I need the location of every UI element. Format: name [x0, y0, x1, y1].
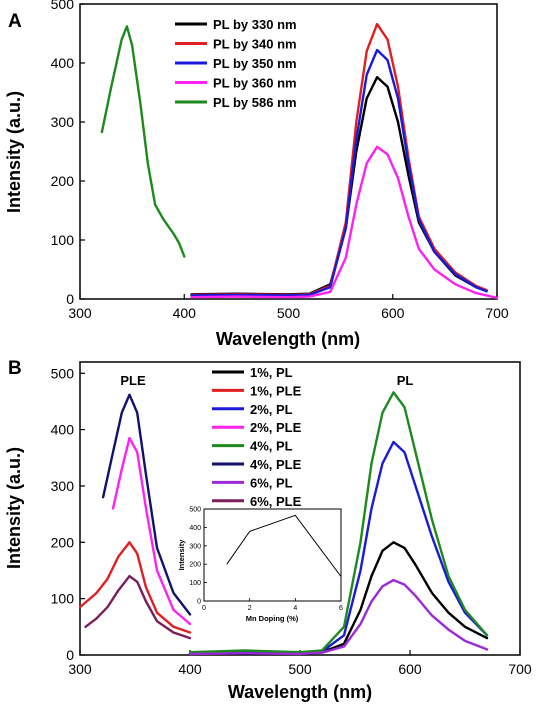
inset-y-tick-label: 400	[189, 525, 201, 532]
y-tick-label: 0	[66, 647, 74, 663]
inset-x-tick-label: 2	[248, 605, 252, 612]
inset-x-axis-title: Mn Doping (%)	[246, 614, 299, 623]
y-tick-label: 500	[51, 365, 75, 381]
inset-y-tick-label: 0	[197, 599, 201, 606]
inset-y-tick-label: 300	[189, 543, 201, 550]
series-line-2-ple	[111, 436, 192, 626]
panel-a-legend: PL by 330 nm PL by 340 nm PL by 350 nm PL b…	[175, 17, 297, 110]
legend-label-pl-by-350-nm: PL by 350 nm	[213, 56, 297, 71]
panel-a-lines	[100, 22, 499, 299]
x-tick-label: 500	[277, 305, 301, 321]
panel-b-x-axis-title: Wavelength (nm)	[228, 682, 372, 702]
legend-label-4-ple: 4%, PLE	[250, 457, 302, 472]
panel-b-annotation-pl: PL	[397, 373, 414, 388]
legend-label-pl-by-586-nm: PL by 586 nm	[213, 95, 297, 110]
inset-x-tick-label: 0	[202, 605, 206, 612]
inset-series-line	[226, 514, 342, 577]
inset-y-tick-label: 200	[189, 562, 201, 569]
series-line-pl-by-350-nm	[190, 48, 488, 297]
panel-b-legend: 1%, PL 1%, PLE 2%, PL 2%, PLE 4%, PL 4%, PLE 6…	[212, 365, 302, 509]
legend-label-2-pl: 2%, PL	[250, 402, 293, 417]
x-tick-label: 300	[68, 305, 92, 321]
x-tick-label: 700	[485, 305, 509, 321]
inset-x-tick-label: 4	[293, 605, 297, 612]
y-tick-label: 100	[51, 232, 75, 248]
legend-label-1-pl: 1%, PL	[250, 365, 293, 380]
legend-label-4-pl: 4%, PL	[250, 439, 293, 454]
panel-a-letter: A	[8, 11, 22, 32]
inset-ticks: 0 2 4 6 0 100 200 300 400 500	[189, 507, 343, 613]
y-tick-label: 100	[51, 591, 75, 607]
y-tick-label: 200	[51, 173, 75, 189]
series-line-6-ple	[84, 574, 192, 640]
y-tick-label: 200	[51, 534, 75, 550]
y-tick-label: 300	[51, 114, 75, 130]
legend-label-pl-by-340-nm: PL by 340 nm	[213, 37, 297, 52]
x-tick-label: 700	[508, 661, 532, 677]
panel-a-ticks: 300 400 500 600 700 0 100 200 300 400 500	[51, 0, 509, 321]
x-tick-label: 600	[398, 661, 422, 677]
series-line-4-ple	[101, 393, 192, 616]
series-line-pl-by-586-nm	[100, 25, 186, 258]
x-tick-label: 500	[288, 661, 312, 677]
panel-a-x-axis-title: Wavelength (nm)	[216, 329, 360, 349]
panel-a-y-axis-title: Intensity (a.u.)	[4, 91, 24, 213]
series-line-4-pl	[188, 391, 489, 654]
series-line-6-pl	[188, 578, 489, 656]
legend-label-1-ple: 1%, PLE	[250, 383, 302, 398]
y-tick-label: 400	[51, 55, 75, 71]
x-tick-label: 300	[68, 661, 92, 677]
legend-label-2-ple: 2%, PLE	[250, 420, 302, 435]
legend-label-6-ple: 6%, PLE	[250, 494, 302, 509]
panel-a: A 300 400 500 600 700 0 100 200 300 400 500 PL by …	[4, 0, 509, 349]
legend-label-pl-by-360-nm: PL by 360 nm	[213, 76, 297, 91]
y-tick-label: 500	[51, 0, 75, 12]
legend-label-6-pl: 6%, PL	[250, 475, 293, 490]
y-tick-label: 300	[51, 478, 75, 494]
inset-x-tick-label: 6	[339, 605, 343, 612]
x-tick-label: 400	[173, 305, 197, 321]
legend-label-pl-by-330-nm: PL by 330 nm	[213, 17, 297, 32]
panel-b-lines	[78, 391, 489, 656]
series-line-1-ple	[78, 541, 192, 634]
x-tick-label: 600	[381, 305, 405, 321]
inset-chart: 0 2 4 6 0 100 200 300 400 500 Mn Doping (%) Inten…	[177, 507, 343, 624]
y-tick-label: 0	[66, 291, 74, 307]
panel-b-annotation-ple: PLE	[120, 373, 146, 388]
inset-y-tick-label: 500	[189, 507, 201, 514]
inset-y-tick-label: 100	[189, 580, 201, 587]
y-tick-label: 400	[51, 422, 75, 438]
series-line-pl-by-360-nm	[190, 145, 499, 299]
x-tick-label: 400	[178, 661, 202, 677]
inset-y-axis-title: Intensity	[177, 539, 186, 571]
panel-b-y-axis-title: Intensity (a.u.)	[4, 447, 24, 569]
inset-plot-frame	[203, 508, 342, 602]
panel-b-letter: B	[8, 358, 22, 379]
